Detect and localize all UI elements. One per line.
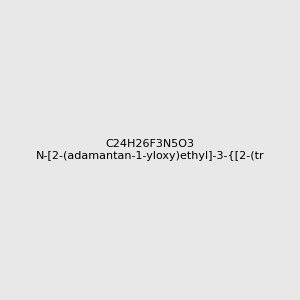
Text: C24H26F3N5O3
N-[2-(adamantan-1-yloxy)ethyl]-3-{[2-(tr: C24H26F3N5O3 N-[2-(adamantan-1-yloxy)eth… (36, 139, 264, 161)
